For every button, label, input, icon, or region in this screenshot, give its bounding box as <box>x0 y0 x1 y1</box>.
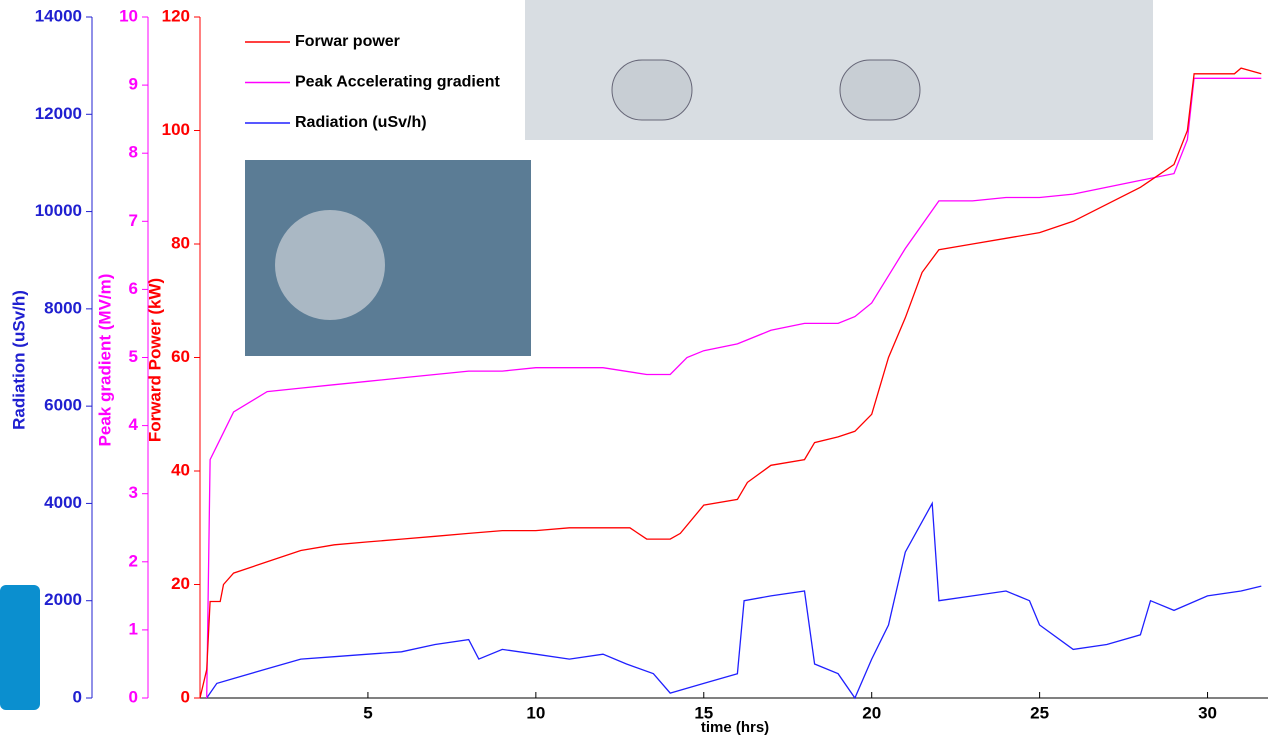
data-line <box>199 67 1262 699</box>
y-tick-label: 80 <box>171 233 190 252</box>
y2-tick-label: 4 <box>129 415 139 434</box>
legend-label: Radiation (uSv/h) <box>295 114 427 131</box>
x-axis-title: time (hrs) <box>701 719 769 736</box>
y-axis-title: Forward Power (kW) <box>145 278 164 442</box>
y3-tick-label: 6000 <box>44 396 82 415</box>
y-tick-label: 100 <box>162 120 190 139</box>
y2-axis-title: Peak gradient (MV/m) <box>95 274 114 447</box>
y-tick-label: 60 <box>171 347 190 366</box>
y2-tick-label: 6 <box>129 279 138 298</box>
y2-tick-label: 7 <box>129 211 138 230</box>
y2-tick-label: 9 <box>129 75 138 94</box>
y3-tick-label: 0 <box>73 687 82 706</box>
side-decoration <box>0 585 40 710</box>
legend-label: Peak Accelerating gradient <box>295 74 500 91</box>
y-tick-label: 20 <box>171 574 190 593</box>
data-line <box>206 501 1262 700</box>
screenshot-detail <box>839 59 921 121</box>
data-line <box>206 77 1262 699</box>
y3-tick-label: 4000 <box>44 493 82 512</box>
y-tick-label: 40 <box>171 460 190 479</box>
y2-tick-label: 0 <box>129 687 138 706</box>
y3-tick-label: 10000 <box>35 201 82 220</box>
y2-tick-label: 5 <box>129 347 138 366</box>
y2-tick-label: 10 <box>119 6 138 25</box>
x-tick-label: 20 <box>862 703 881 722</box>
y2-tick-label: 3 <box>129 483 138 502</box>
y3-axis-title: Radiation (uSv/h) <box>9 290 28 430</box>
y-tick-label: 0 <box>181 687 190 706</box>
y-tick-label: 120 <box>162 6 190 25</box>
y2-tick-label: 8 <box>129 143 138 162</box>
y2-tick-label: 1 <box>129 619 138 638</box>
y2-tick-label: 2 <box>129 551 138 570</box>
y3-tick-label: 14000 <box>35 6 82 25</box>
screenshot-detail <box>611 59 693 121</box>
x-tick-label: 15 <box>694 703 713 722</box>
x-tick-label: 5 <box>363 703 372 722</box>
x-tick-label: 10 <box>526 703 545 722</box>
legend-label: Forwar power <box>295 33 400 50</box>
x-tick-label: 25 <box>1030 703 1049 722</box>
x-tick-label: 30 <box>1198 703 1217 722</box>
y3-tick-label: 2000 <box>44 590 82 609</box>
y3-tick-label: 8000 <box>44 298 82 317</box>
photo-detail <box>275 210 385 320</box>
y3-tick-label: 12000 <box>35 104 82 123</box>
